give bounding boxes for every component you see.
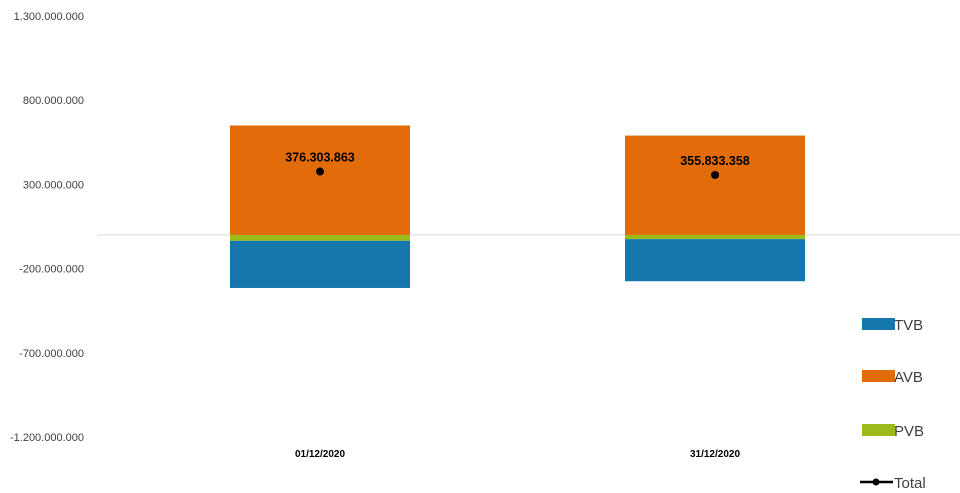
legend: TVB AVB PVB Total (860, 317, 926, 492)
x-category-label-2: 31/12/2020 (690, 449, 740, 460)
legend-swatch-pvb (862, 424, 895, 436)
bar-pvb-1 (230, 234, 410, 241)
bar-pvb-2 (625, 234, 805, 240)
legend-label-tvb: TVB (894, 317, 923, 334)
legend-item-avb: AVB (862, 369, 923, 386)
legend-item-total: Total (860, 475, 926, 492)
bars-layer (230, 125, 805, 288)
y-tick-label: 300.000.000 (23, 179, 84, 191)
x-axis-labels: 01/12/2020 31/12/2020 (295, 449, 740, 460)
legend-label-avb: AVB (894, 369, 923, 386)
y-tick-label: -200.000.000 (19, 264, 84, 276)
total-data-label-2: 355.833.358 (680, 154, 750, 168)
y-tick-label: 800.000.000 (23, 95, 84, 107)
legend-swatch-tvb (862, 318, 895, 330)
legend-marker-total (872, 478, 880, 486)
legend-item-tvb: TVB (862, 317, 923, 334)
total-point-1 (316, 167, 324, 176)
total-point-2 (711, 170, 719, 179)
y-tick-label: -1.200.000.000 (10, 432, 84, 444)
bar-tvb-1 (230, 240, 410, 288)
bar-avb-2 (625, 135, 805, 235)
legend-label-pvb: PVB (894, 423, 924, 440)
y-tick-label: -700.000.000 (19, 348, 84, 360)
bar-tvb-2 (625, 239, 805, 282)
legend-item-pvb: PVB (862, 423, 924, 440)
x-category-label-1: 01/12/2020 (295, 449, 345, 460)
legend-swatch-avb (862, 370, 895, 382)
bar-avb-1 (230, 125, 410, 235)
total-data-label-1: 376.303.863 (285, 151, 355, 165)
legend-label-total: Total (894, 475, 926, 492)
total-points-layer: 376.303.863 355.833.358 (285, 151, 750, 179)
y-tick-label: 1.300.000.000 (14, 11, 84, 23)
y-axis-labels: 1.300.000.000 800.000.000 300.000.000 -200.… (10, 11, 84, 444)
